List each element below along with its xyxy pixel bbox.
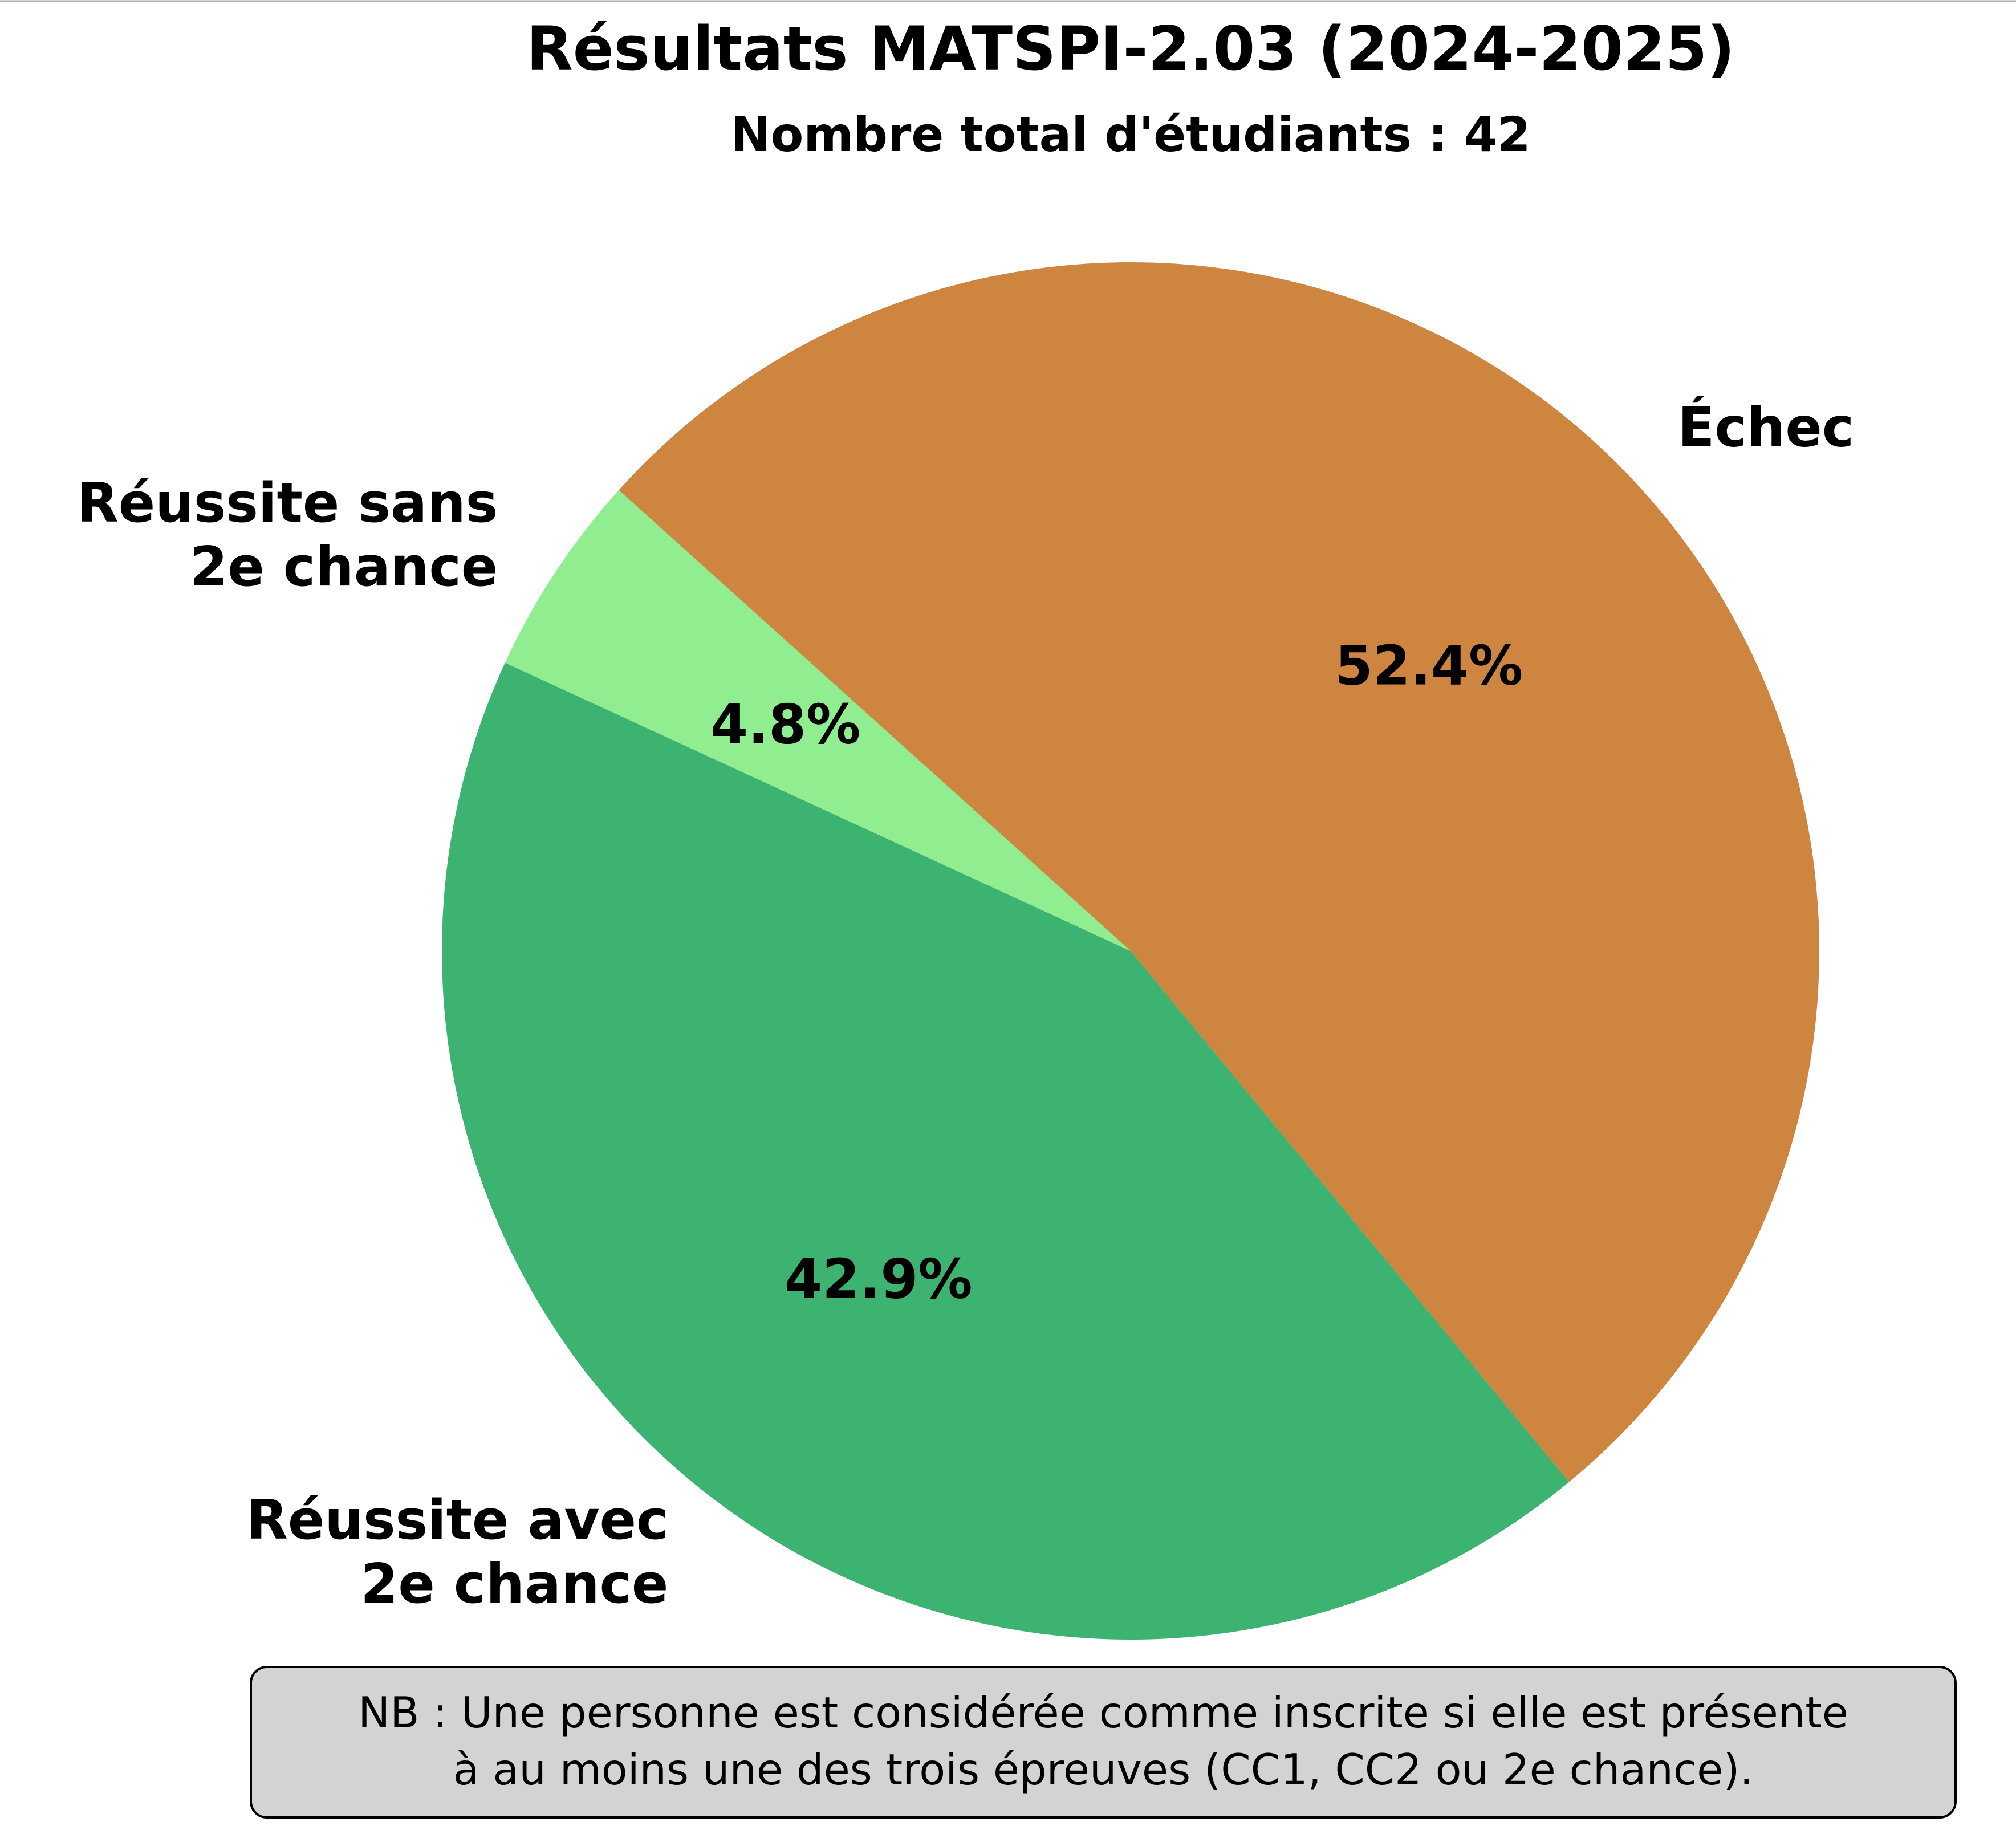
slice-label-line: Réussite avec: [246, 1489, 669, 1552]
slice-label-line: 2e chance: [190, 536, 498, 599]
slice-percent-2: 4.8%: [710, 693, 860, 756]
pie-slice-1: [441, 662, 1570, 1640]
slice-label-line: Échec: [1677, 396, 1854, 459]
note-line-1: NB : Une personne est considérée comme i…: [358, 1687, 1848, 1738]
note-box-background: [250, 1666, 1957, 1819]
pie-slice-0: [619, 262, 1820, 1482]
pie-slices: [441, 262, 1820, 1640]
slice-label-line: Réussite sans: [77, 472, 498, 535]
slice-label-0: Échec: [1677, 396, 1854, 459]
slice-percent-0: 52.4%: [1335, 635, 1523, 698]
percent-labels: 52.4% 42.9% 4.8%: [710, 635, 1523, 1311]
chart-subtitle: Nombre total d'étudiants : 42: [730, 107, 1530, 162]
note-line-2: à au moins une des trois épreuves (CC1, …: [453, 1744, 1754, 1795]
note-box: NB : Une personne est considérée comme i…: [250, 1666, 1957, 1819]
slice-percent-1: 42.9%: [785, 1248, 973, 1311]
chart-title: Résultats MATSPI-2.03 (2024-2025): [526, 14, 1735, 84]
slice-label-1: Réussite avec 2e chance: [246, 1489, 669, 1616]
slice-label-2: Réussite sans 2e chance: [77, 472, 498, 599]
pie-slice-2: [505, 490, 1131, 951]
slice-label-line: 2e chance: [360, 1553, 668, 1616]
